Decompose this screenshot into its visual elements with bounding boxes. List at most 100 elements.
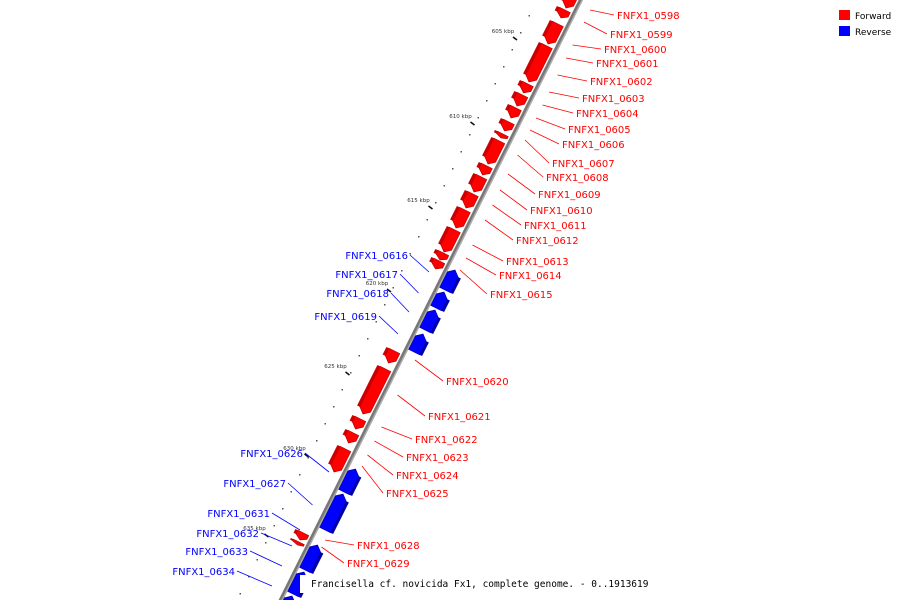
tick-label: 635 kbp (243, 526, 266, 532)
gene-label-forward[interactable]: FNFX1_0613 (506, 257, 569, 268)
gene-label-forward[interactable]: FNFX1_0622 (415, 435, 478, 446)
gene-rev-1[interactable] (430, 291, 450, 313)
gene-label-forward[interactable]: FNFX1_0605 (568, 125, 631, 136)
gene-label-forward[interactable]: FNFX1_0620 (446, 377, 509, 388)
leader-line (397, 394, 426, 417)
gene-label-reverse[interactable]: FNFX1_0616 (345, 251, 408, 262)
gene-FNFX1_0599[interactable] (554, 5, 571, 19)
gene-label-forward[interactable]: FNFX1_0629 (347, 559, 410, 570)
minor-tick (290, 491, 292, 493)
legend-forward-label: Forward (855, 12, 891, 22)
gene-label-forward[interactable]: FNFX1_0599 (610, 30, 673, 41)
major-tick (470, 121, 475, 126)
gene-FNFX1_0598[interactable] (560, 0, 577, 9)
gene-FNFX1_0614[interactable] (429, 256, 446, 270)
gene-label-reverse[interactable]: FNFX1_0619 (314, 312, 377, 323)
gene-FNFX1_0620[interactable] (382, 346, 401, 364)
gene-label-forward[interactable]: FNFX1_0604 (576, 109, 639, 120)
gene-label-forward[interactable]: FNFX1_0628 (357, 541, 420, 552)
gene-FNFX1_0629[interactable] (290, 537, 305, 547)
minor-tick (469, 134, 471, 136)
gene-FNFX1_0605[interactable] (498, 117, 515, 132)
gene-FNFX1_0610[interactable] (460, 189, 479, 209)
gene-label-forward[interactable]: FNFX1_0600 (604, 45, 667, 56)
gene-FNFX1_0604[interactable] (505, 103, 522, 119)
gene-label-forward[interactable]: FNFX1_0624 (396, 471, 459, 482)
gene-rev-0[interactable] (439, 269, 461, 295)
minor-tick (511, 49, 513, 51)
gene-label-reverse[interactable]: FNFX1_0627 (223, 479, 286, 490)
tick-layer: 605 kbp 610 kbp 615 kbp 620 kbp 625 kbp 630 k… (239, 15, 530, 595)
gene-FNFX1_0628[interactable] (293, 528, 310, 541)
gene-FNFX1_0621[interactable] (357, 364, 392, 415)
gene-label-forward[interactable]: FNFX1_0606 (562, 140, 625, 151)
gene-FNFX1_0611[interactable] (450, 205, 471, 229)
gene-rev-3[interactable] (408, 333, 429, 357)
leader-line (249, 550, 283, 567)
gene-label-forward[interactable]: FNFX1_0602 (590, 77, 653, 88)
gene-label-forward[interactable]: FNFX1_0611 (524, 221, 587, 232)
minor-tick (282, 508, 284, 510)
minor-tick (341, 389, 343, 391)
leader-line (409, 254, 430, 273)
gene-label-forward[interactable]: FNFX1_0621 (428, 412, 491, 423)
gene-label-reverse[interactable]: FNFX1_0634 (172, 567, 235, 578)
gene-label-reverse[interactable]: FNFX1_0632 (196, 529, 259, 540)
gene-FNFX1_0612[interactable] (438, 225, 461, 253)
gene-label-forward[interactable]: FNFX1_0601 (596, 59, 659, 70)
minor-tick (392, 287, 394, 289)
minor-tick (494, 83, 496, 85)
gene-FNFX1_0608[interactable] (476, 161, 493, 176)
minor-tick (256, 559, 258, 561)
gene-rev-6[interactable] (299, 544, 324, 575)
gene-label-forward[interactable]: FNFX1_0608 (546, 173, 609, 184)
gene-FNFX1_0600[interactable] (542, 19, 564, 45)
leader-line (465, 257, 497, 276)
leader-line (535, 117, 566, 130)
leader-line (378, 315, 399, 335)
gene-FNFX1_0623[interactable] (342, 428, 360, 444)
gene-label-forward[interactable]: FNFX1_0609 (538, 190, 601, 201)
backbone-layer (278, 0, 584, 600)
tick-label: 630 kbp (283, 446, 306, 452)
gene-label-forward[interactable]: FNFX1_0612 (516, 236, 579, 247)
minor-tick (333, 406, 335, 408)
gene-label-reverse[interactable]: FNFX1_0633 (185, 547, 248, 558)
gene-FNFX1_0609[interactable] (468, 172, 488, 193)
gene-label-forward[interactable]: FNFX1_0607 (552, 159, 615, 170)
gene-label-forward[interactable]: FNFX1_0623 (406, 453, 469, 464)
gene-FNFX1_0613[interactable] (433, 248, 450, 261)
gene-label-forward[interactable]: FNFX1_0614 (499, 271, 562, 282)
gene-FNFX1_0622[interactable] (349, 414, 367, 430)
gene-label-forward[interactable]: FNFX1_0598 (617, 11, 680, 22)
leader-line (399, 273, 419, 294)
minor-tick (528, 15, 530, 17)
minor-tick (239, 593, 241, 595)
leader-line (304, 452, 330, 473)
minor-tick (299, 474, 301, 476)
gene-rev-5[interactable] (319, 493, 349, 535)
leader-line (589, 9, 615, 16)
gene-rev-2[interactable] (419, 309, 441, 335)
gene-label-forward[interactable]: FNFX1_0615 (490, 290, 553, 301)
gene-label-reverse[interactable]: FNFX1_0626 (240, 449, 303, 460)
minor-tick (384, 304, 386, 306)
gene-FNFX1_0607[interactable] (482, 136, 506, 165)
gene-FNFX1_0603[interactable] (511, 90, 529, 107)
genome-caption: Francisella cf. novicida Fx1, complete g… (311, 579, 649, 590)
gene-FNFX1_0624[interactable] (328, 444, 352, 473)
legend: Forward Reverse (839, 10, 892, 38)
gene-label-reverse[interactable]: FNFX1_0631 (207, 509, 270, 520)
gene-label-forward[interactable]: FNFX1_0603 (582, 94, 645, 105)
gene-FNFX1_0601[interactable] (523, 41, 553, 83)
gene-rev-4[interactable] (338, 468, 362, 497)
gene-label-reverse[interactable]: FNFX1_0618 (326, 289, 389, 300)
gene-FNFX1_0602[interactable] (517, 79, 534, 94)
gene-label-reverse[interactable]: FNFX1_0617 (335, 270, 398, 281)
minor-tick (520, 32, 522, 34)
gene-label-forward[interactable]: FNFX1_0625 (386, 489, 449, 500)
gene-label-forward[interactable]: FNFX1_0610 (530, 206, 593, 217)
gene-FNFX1_0606[interactable] (493, 129, 509, 140)
minor-tick (435, 202, 437, 204)
